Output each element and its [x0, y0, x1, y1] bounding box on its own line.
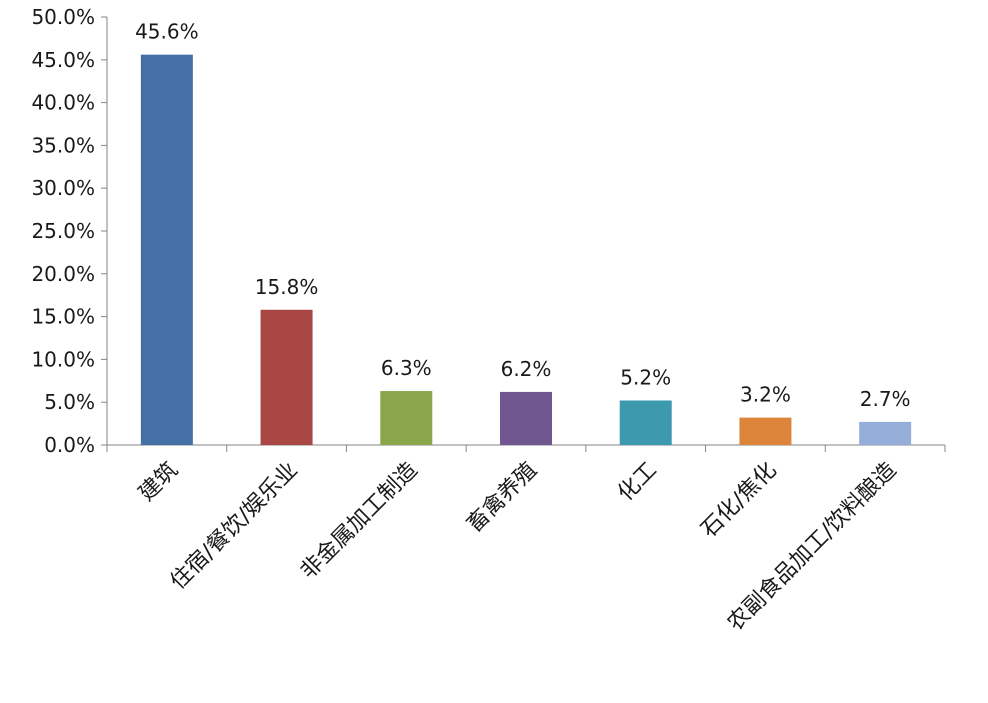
- y-tick-label: 35.0%: [31, 133, 95, 157]
- y-tick-label: 10.0%: [31, 347, 95, 371]
- y-tick-label: 45.0%: [31, 48, 95, 72]
- data-label-7: 2.7%: [860, 387, 911, 411]
- x-axis: [106, 444, 946, 452]
- bar-1: [140, 54, 193, 445]
- x-tick-label-3: 非金属加工制造: [296, 458, 423, 585]
- data-label-3: 6.3%: [381, 356, 432, 380]
- y-tick-label: 20.0%: [31, 262, 95, 286]
- data-label-6: 3.2%: [740, 383, 791, 407]
- data-label-2: 15.8%: [255, 275, 319, 299]
- bar-4: [500, 391, 552, 445]
- data-label-1: 45.6%: [135, 20, 199, 44]
- y-tick-label: 50.0%: [31, 5, 95, 29]
- y-tick-label: 40.0%: [31, 91, 95, 115]
- data-label-4: 6.2%: [501, 357, 552, 381]
- bars: [140, 54, 912, 445]
- x-tick-label-2: 住宿/餐饮/娱乐业: [166, 458, 303, 595]
- x-tick-label-6: 石化/焦化: [697, 458, 782, 543]
- bar-7: [859, 421, 912, 445]
- x-tick-label-1: 建筑: [134, 458, 183, 507]
- y-tick-label: 30.0%: [31, 176, 95, 200]
- y-tick-label: 25.0%: [31, 219, 95, 243]
- y-tick-label: 5.0%: [44, 390, 95, 414]
- bar-2: [260, 309, 313, 445]
- y-tick-label: 0.0%: [44, 433, 95, 457]
- x-tick-label-4: 畜禽养殖: [462, 458, 542, 538]
- bar-6: [739, 417, 792, 445]
- y-tick-label: 15.0%: [31, 305, 95, 329]
- x-tick-label-5: 化工: [613, 458, 662, 507]
- bar-3: [380, 391, 433, 445]
- bar-5: [619, 400, 672, 445]
- data-label-5: 5.2%: [620, 365, 671, 389]
- y-axis: 0.0% 5.0% 10.0% 15.0% 20.0% 25.0% 30.0% 35.0% 40…: [31, 5, 108, 457]
- data-labels: 45.6% 15.8% 6.3% 6.2% 5.2% 3.2% 2.7%: [135, 20, 910, 411]
